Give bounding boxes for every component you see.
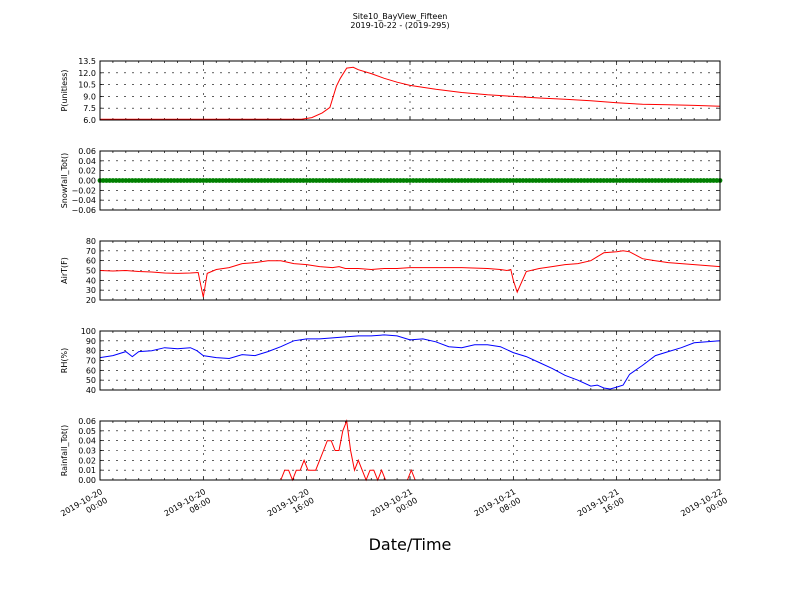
chart-title: Site10_BayView_Fifteen: [353, 12, 448, 21]
y-tick-label: 80: [86, 347, 96, 356]
y-tick-label: 20: [86, 296, 96, 305]
y-axis-label: P(unitless): [60, 69, 69, 111]
y-tick-label: 0.01: [78, 466, 96, 475]
y-tick-label: 90: [86, 337, 96, 346]
y-tick-label: 9.0: [83, 92, 96, 101]
y-tick-label: 70: [86, 247, 96, 256]
y-tick-label: 0.06: [78, 417, 96, 426]
y-tick-label: 70: [86, 357, 96, 366]
y-tick-label: 0.06: [78, 147, 96, 156]
plot-frame: [99, 240, 721, 301]
y-tick-label: 13.5: [78, 57, 96, 66]
y-tick-label: 0.03: [78, 447, 96, 456]
y-tick-label: 50: [86, 376, 96, 385]
y-tick-label: −0.02: [71, 186, 96, 195]
y-tick-label: 60: [86, 257, 96, 266]
series-line: [100, 66, 721, 120]
y-tick-label: 60: [86, 366, 96, 375]
panel-2: −0.06−0.04−0.020.000.020.040.06 Snowfall_…: [60, 147, 723, 215]
plot-frame: [99, 150, 721, 211]
y-tick-label: 30: [86, 286, 96, 295]
y-tick-label: 40: [86, 386, 96, 395]
y-tick-label: 0.02: [78, 167, 96, 176]
y-tick-label: 0.04: [78, 437, 96, 446]
y-tick-label: −0.04: [71, 196, 96, 205]
y-tick-label: 100: [81, 327, 96, 336]
y-tick-label: 80: [86, 237, 96, 246]
panel-1: 6.0 7.5 9.0 10.5 12.0 13.5 P(unitless): [60, 57, 721, 125]
series-line: [99, 250, 721, 298]
plot-frame: [99, 330, 721, 391]
y-tick-label: −0.06: [71, 206, 96, 215]
panels: 6.07.59.010.512.013.5P(unitless)−0.06−0.…: [60, 57, 723, 485]
y-axis-label: AirT(F): [60, 257, 69, 284]
y-tick-label: 0.05: [78, 427, 96, 436]
series-line: [99, 334, 721, 390]
panel-5: 0.000.010.020.030.040.050.06 Rainfall_Tot…: [60, 417, 721, 485]
y-tick-label: 12.0: [78, 69, 96, 78]
y-tick-label: 10.5: [78, 81, 96, 90]
y-tick-label: 0.00: [78, 177, 96, 186]
y-tick-label: 0.04: [78, 157, 96, 166]
y-axis-label: Rainfall_Tot(): [60, 425, 69, 477]
y-tick-label: 6.0: [83, 116, 96, 125]
y-axis-label: RH(%): [60, 348, 69, 373]
x-axis-label: Date/Time: [369, 535, 452, 554]
y-tick-label: 0.00: [78, 476, 96, 485]
plot-frame: [99, 420, 721, 481]
y-tick-label: 50: [86, 267, 96, 276]
plot-frame: [99, 60, 721, 121]
y-tick-label: 7.5: [83, 104, 96, 113]
y-tick-label: 0.02: [78, 456, 96, 465]
chart-subtitle: 2019-10-22 - (2019-295): [350, 21, 449, 30]
y-axis-label: Snowfall_Tot(): [60, 153, 69, 209]
y-tick-label: 40: [86, 276, 96, 285]
